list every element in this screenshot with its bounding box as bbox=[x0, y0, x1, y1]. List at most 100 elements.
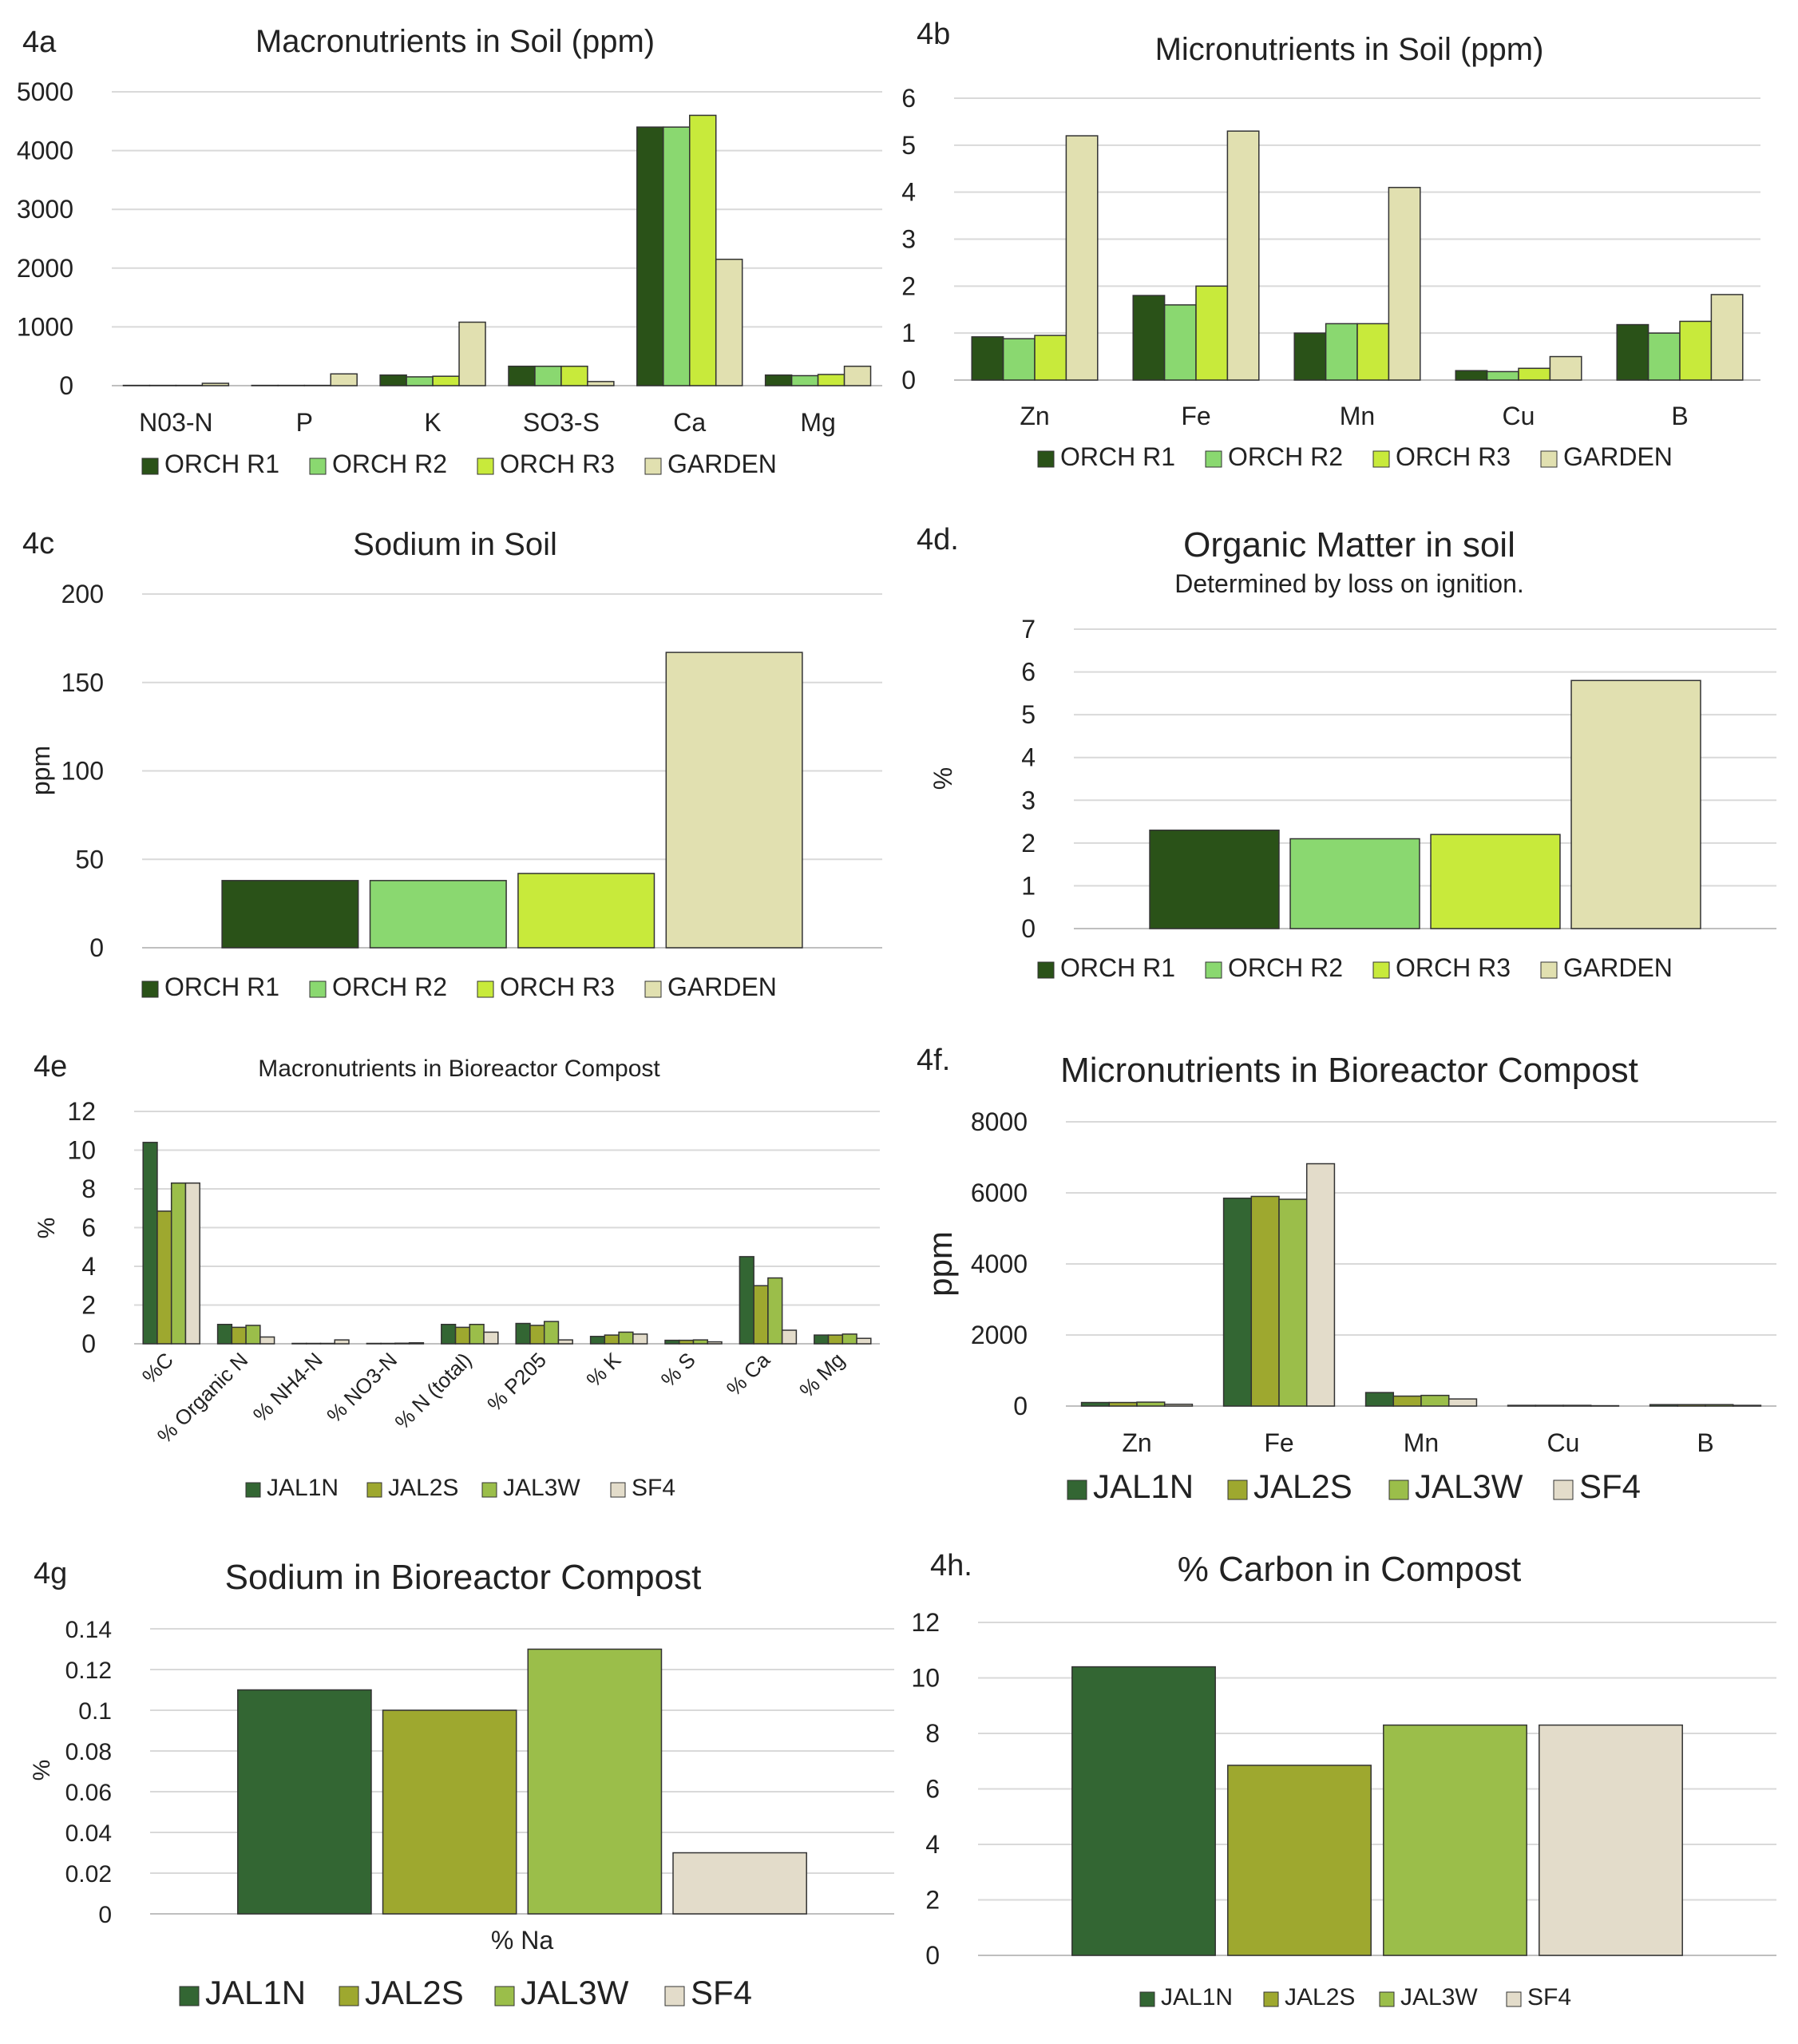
legend-swatch bbox=[644, 458, 662, 475]
chart-4g: 4g Sodium in Bioreactor Compost 0 0.02 0.04 0… bbox=[29, 1557, 894, 2011]
y-tick-label: 0.1 bbox=[78, 1698, 112, 1725]
bar-orch-r2 bbox=[534, 365, 562, 386]
chart-4a: 4a Macronutrients in Soil (ppm) 0 1000 2000 3… bbox=[17, 24, 882, 478]
legend-label: SF4 bbox=[1579, 1468, 1641, 1505]
bar-orch-r2 bbox=[1486, 370, 1519, 381]
bar-orch-r1 bbox=[1293, 332, 1327, 381]
bar-orch-r1 bbox=[1132, 295, 1166, 381]
legend-swatch bbox=[1379, 1991, 1395, 2007]
y-tick-label: 150 bbox=[61, 668, 104, 697]
y-tick-label: 4000 bbox=[971, 1250, 1028, 1278]
bar-orch-r1 bbox=[508, 365, 536, 386]
y-tick-label: 6 bbox=[901, 84, 916, 113]
legend-label: JAL3W bbox=[1415, 1468, 1523, 1505]
legend: JAL1N JAL2S JAL3W SF4 bbox=[1067, 1468, 1641, 1505]
legend-swatch bbox=[1205, 450, 1222, 468]
legend-swatch bbox=[141, 980, 159, 998]
legend: JAL1N JAL2S JAL3W SF4 bbox=[245, 1475, 675, 1501]
y-tick-label: 12 bbox=[911, 1608, 940, 1637]
legend-label: GARDEN bbox=[667, 450, 777, 478]
chart-4d: 4d. Organic Matter in soil Determined by l… bbox=[917, 523, 1776, 982]
bar-jal1n bbox=[814, 1334, 830, 1345]
legend-label: ORCH R1 bbox=[164, 972, 279, 1001]
y-tick-label: 4 bbox=[81, 1252, 96, 1281]
bar-orch-r1 bbox=[636, 126, 664, 386]
chart-4h: 4h. % Carbon in Compost 0 2 4 6 8 10 12 JAL1N JAL2… bbox=[911, 1549, 1776, 2010]
x-tick-label: % N (total) bbox=[390, 1348, 476, 1434]
legend-label: JAL2S bbox=[388, 1475, 458, 1501]
legend-label: ORCH R3 bbox=[500, 972, 615, 1001]
x-tick-label: Fe bbox=[1181, 402, 1210, 430]
y-tick-label: 10 bbox=[67, 1136, 96, 1165]
bar-orch-r2 bbox=[1325, 323, 1358, 381]
legend-swatch bbox=[1263, 1991, 1279, 2007]
y-tick-label: 1 bbox=[1021, 871, 1036, 900]
bar-orch-r3 bbox=[817, 374, 846, 386]
y-axis-label: % bbox=[34, 1218, 60, 1239]
bar-sf4 bbox=[1448, 1398, 1478, 1407]
bar-orch-r1 bbox=[1455, 370, 1488, 381]
y-tick-label: 4000 bbox=[17, 137, 73, 165]
bar-jal3w bbox=[469, 1324, 485, 1345]
y-tick-label: 0 bbox=[89, 933, 104, 962]
y-tick-label: 0.06 bbox=[65, 1780, 112, 1806]
legend-label: ORCH R3 bbox=[1396, 953, 1511, 982]
bar-garden bbox=[843, 365, 872, 386]
legend-swatch bbox=[481, 1482, 497, 1498]
y-tick-label: 5000 bbox=[17, 77, 73, 106]
y-tick-label: 100 bbox=[61, 757, 104, 786]
y-tick-label: 6 bbox=[925, 1775, 940, 1804]
chart-title: Micronutrients in Bioreactor Compost bbox=[1060, 1051, 1638, 1090]
bar-sf4 bbox=[408, 1342, 425, 1345]
x-tick-label: P bbox=[296, 408, 313, 437]
x-tick-label: B bbox=[1697, 1428, 1713, 1457]
y-tick-label: 0.04 bbox=[65, 1820, 112, 1847]
bar-orch-r2 bbox=[369, 880, 507, 949]
bar-jal3w bbox=[394, 1342, 410, 1345]
legend-swatch bbox=[477, 458, 494, 475]
y-tick-label: 0 bbox=[901, 366, 916, 394]
y-tick-label: 3 bbox=[1021, 786, 1036, 814]
x-tick-label: % Ca bbox=[722, 1348, 775, 1401]
bar-sf4 bbox=[1539, 1724, 1683, 1956]
x-tick-label: Cu bbox=[1503, 402, 1535, 430]
bar-sf4 bbox=[672, 1852, 807, 1915]
bar-jal2s bbox=[1227, 1765, 1372, 1956]
x-tick-label: Mg bbox=[800, 408, 835, 437]
y-tick-label: 6 bbox=[1021, 658, 1036, 687]
legend-label: ORCH R2 bbox=[1228, 953, 1343, 982]
bar-jal2s bbox=[1392, 1395, 1422, 1407]
bar-orch-r3 bbox=[1356, 323, 1390, 381]
bar-orch-r3 bbox=[517, 873, 655, 949]
bar-jal2s bbox=[1677, 1404, 1706, 1407]
legend-label: GARDEN bbox=[667, 972, 777, 1001]
y-tick-label: 3000 bbox=[17, 195, 73, 224]
bar-orch-r3 bbox=[1034, 335, 1067, 381]
bar-jal3w bbox=[1278, 1198, 1308, 1407]
legend-label: ORCH R1 bbox=[1060, 442, 1175, 471]
bar-garden bbox=[330, 373, 358, 386]
panel-label: 4d. bbox=[917, 523, 959, 557]
x-tick-label: SO3-S bbox=[523, 408, 600, 437]
legend-swatch bbox=[141, 458, 159, 475]
bar-sf4 bbox=[557, 1339, 573, 1345]
bar-jal1n bbox=[1507, 1404, 1537, 1407]
legend-label: ORCH R1 bbox=[164, 450, 279, 478]
legend-label: ORCH R1 bbox=[1060, 953, 1175, 982]
bar-orch-r3 bbox=[1195, 285, 1229, 381]
legend-label: JAL1N bbox=[1093, 1468, 1194, 1505]
legend-swatch bbox=[1540, 450, 1558, 468]
y-tick-label: 6000 bbox=[971, 1178, 1028, 1207]
chart-title: Sodium in Soil bbox=[353, 527, 557, 562]
bar-jal3w bbox=[527, 1648, 663, 1915]
y-tick-label: 1000 bbox=[17, 312, 73, 341]
bar-jal2s bbox=[1250, 1195, 1280, 1407]
chart-4f: 4f. Micronutrients in Bioreactor Compost 0… bbox=[917, 1044, 1776, 1505]
legend-swatch bbox=[1553, 1480, 1574, 1500]
bar-jal2s bbox=[156, 1210, 172, 1345]
bar-sf4 bbox=[1305, 1163, 1336, 1407]
bar-jal3w bbox=[170, 1182, 187, 1345]
bar-jal3w bbox=[1383, 1724, 1527, 1956]
bar-jal3w bbox=[1705, 1404, 1734, 1407]
chart-4e: 4e Macronutrients in Bioreactor Compost 0 2… bbox=[34, 1050, 880, 1501]
